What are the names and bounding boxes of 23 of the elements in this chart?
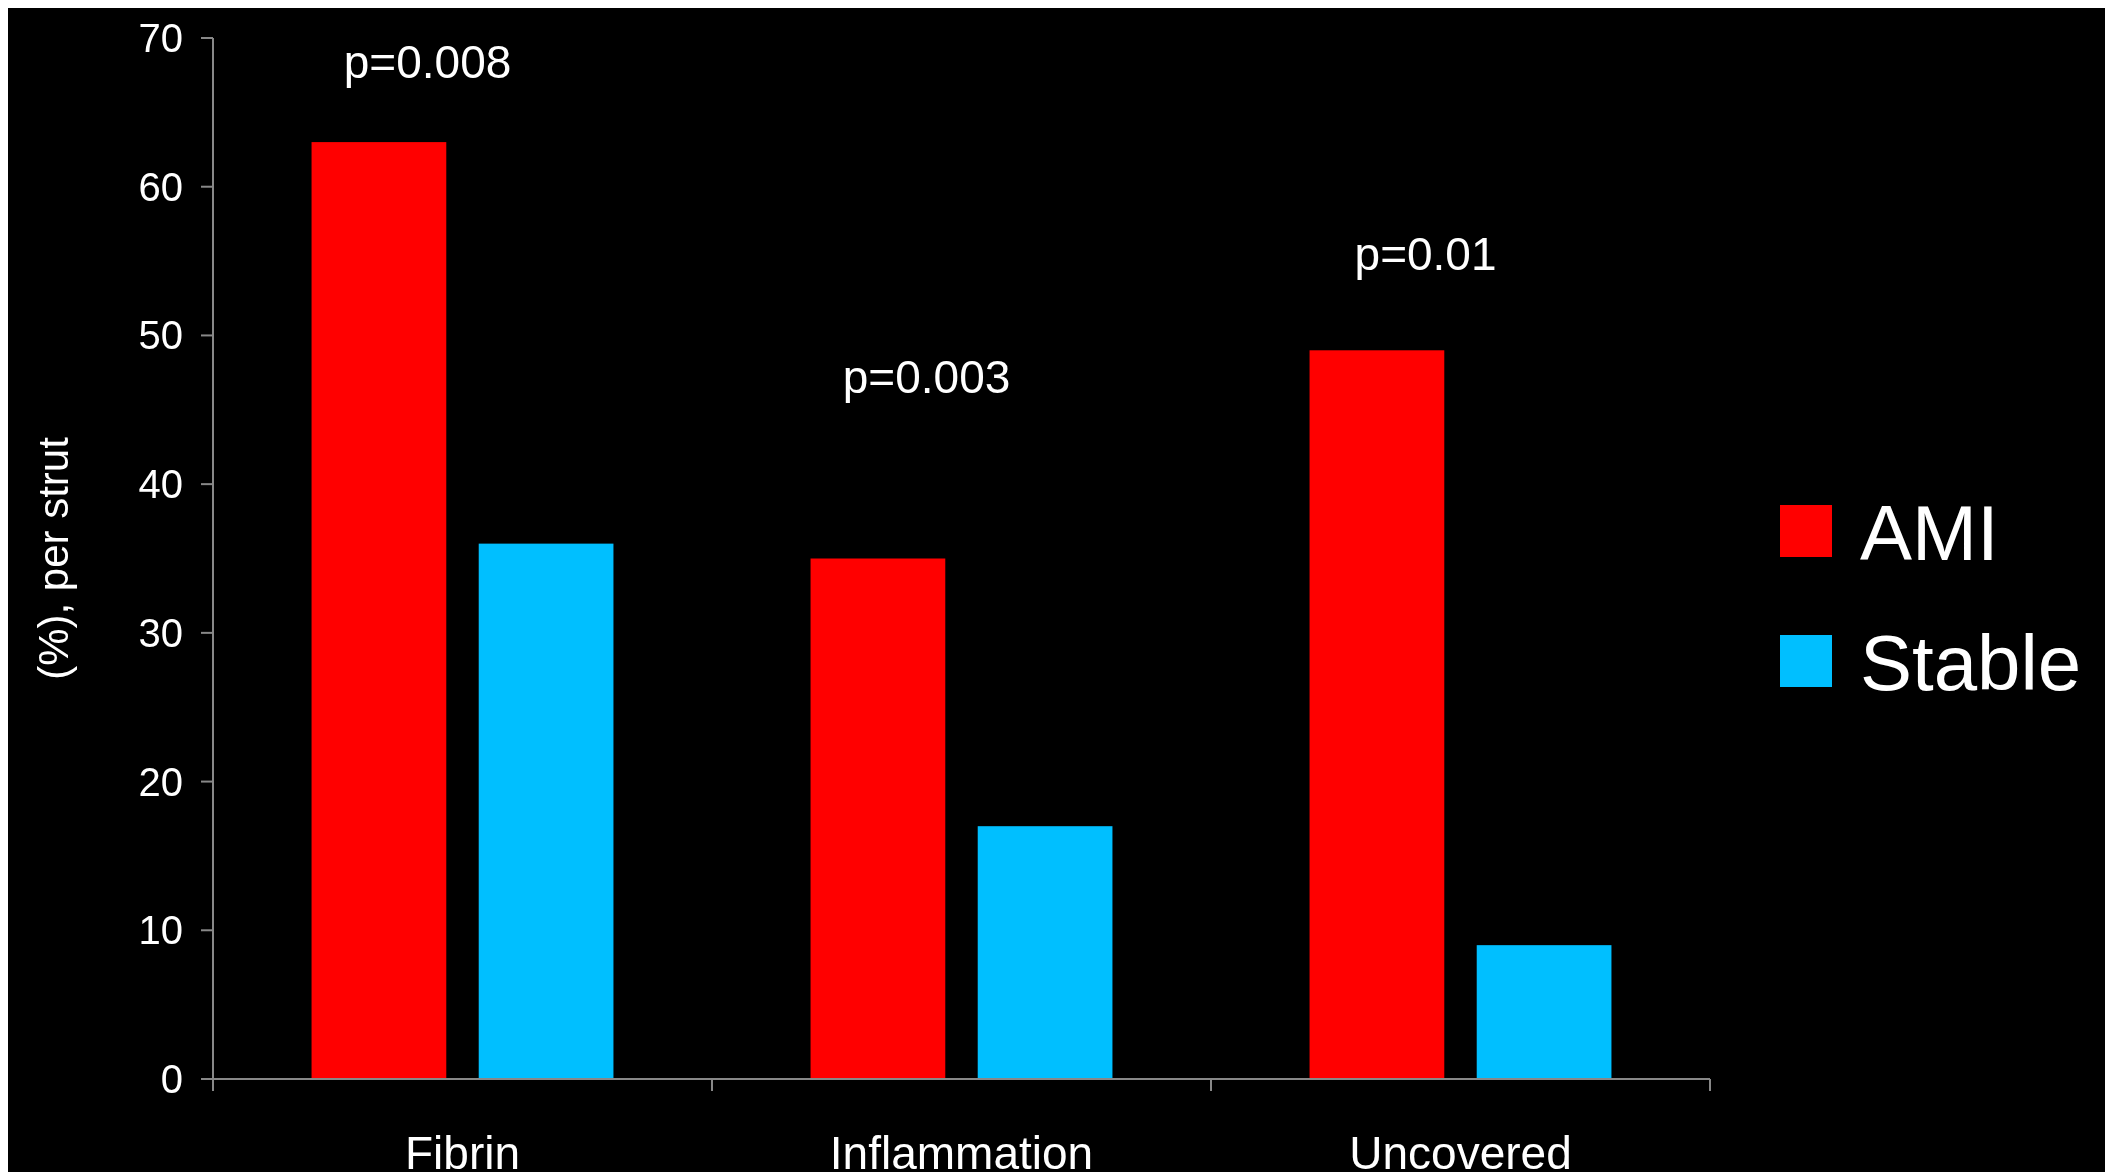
x-tick-label: Uncovered — [1349, 1127, 1572, 1172]
y-tick-label: 0 — [160, 1057, 183, 1101]
annotation: p=0.01 — [1354, 228, 1497, 281]
y-tick-label: 40 — [138, 462, 183, 507]
x-tick-label: Fibrin — [404, 1127, 521, 1172]
bar — [1476, 945, 1612, 1079]
y-tick-label: 30 — [138, 610, 183, 655]
y-tick-label: 70 — [138, 16, 183, 60]
bar — [1309, 350, 1445, 1079]
bar — [478, 543, 614, 1079]
bar — [311, 142, 447, 1079]
y-tick-label: 60 — [138, 164, 183, 209]
y-axis-title: (%), per strut — [30, 436, 77, 680]
x-tick-label: Inflammation — [829, 1127, 1094, 1172]
annotation: p=0.008 — [343, 36, 512, 89]
annotation: p=0.003 — [842, 351, 1011, 404]
bar — [977, 826, 1113, 1079]
y-tick-label: 50 — [138, 313, 183, 358]
y-tick-label: 20 — [138, 759, 183, 804]
legend-label: Stable — [1860, 619, 2082, 708]
legend-label: AMI — [1860, 489, 1999, 578]
y-tick-label: 10 — [138, 908, 183, 953]
bar — [810, 558, 946, 1079]
